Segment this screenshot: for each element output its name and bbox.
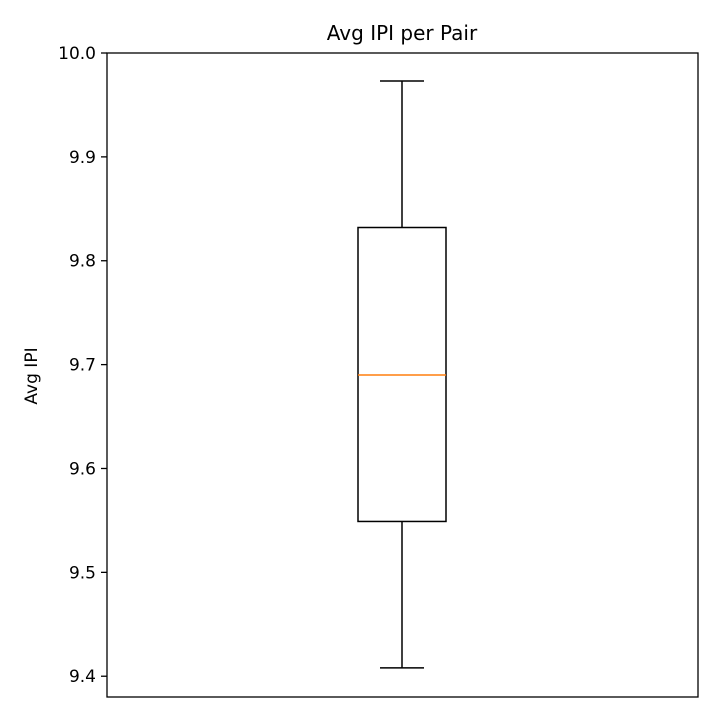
- y-axis-label: Avg IPI: [22, 347, 42, 404]
- plot-frame: [106, 52, 699, 698]
- chart-title: Avg IPI per Pair: [327, 21, 478, 45]
- y-tick-label: 9.5: [69, 563, 96, 583]
- y-tick-label: 9.6: [69, 459, 96, 479]
- y-tick-label: 9.8: [69, 252, 96, 272]
- y-tick-label: 10.0: [58, 44, 96, 64]
- y-axis-ticks: 9.4 9.5 9.6 9.7 9.8 9.9 10.0: [58, 44, 107, 687]
- boxplot: [357, 80, 447, 669]
- y-tick-label: 9.7: [69, 356, 96, 376]
- y-tick-label: 9.4: [69, 667, 96, 687]
- y-tick-label: 9.9: [69, 148, 96, 168]
